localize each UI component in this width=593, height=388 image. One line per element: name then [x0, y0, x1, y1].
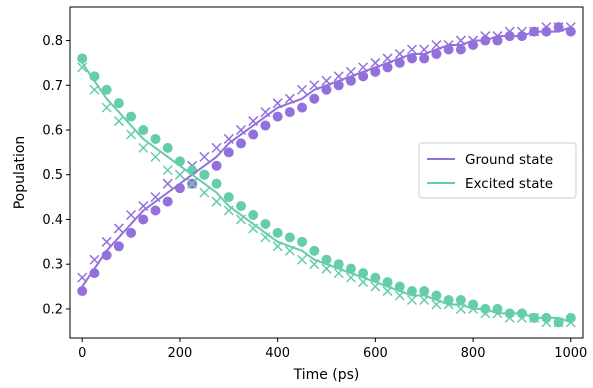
data-point-circle: [150, 205, 161, 216]
data-point-circle: [272, 111, 283, 122]
data-point-circle: [162, 142, 173, 153]
data-point-circle: [77, 53, 88, 64]
plot-frame: [69, 6, 584, 339]
y-tick-label: 0.8: [42, 34, 63, 49]
data-point-cross: [297, 254, 308, 265]
data-point-circle: [419, 286, 430, 297]
data-point-cross: [126, 129, 137, 140]
data-point-circle: [77, 286, 88, 297]
data-point-cross: [174, 169, 185, 180]
data-point-circle: [138, 214, 149, 225]
data-point-cross: [101, 102, 112, 113]
data-marks: [77, 22, 576, 328]
data-point-circle: [419, 53, 430, 64]
data-point-cross: [541, 22, 552, 33]
data-point-cross: [297, 84, 308, 95]
data-point-cross: [101, 236, 112, 247]
legend-box: [418, 142, 577, 199]
data-point-circle: [455, 294, 466, 305]
data-point-cross: [162, 165, 173, 176]
data-point-circle: [162, 196, 173, 207]
y-tick-label: 0.2: [42, 302, 63, 317]
data-point-circle: [272, 227, 283, 238]
data-point-cross: [504, 312, 515, 323]
data-point-circle: [126, 227, 137, 238]
data-point-circle: [260, 218, 271, 229]
y-tick-label: 0.7: [42, 79, 63, 94]
data-point-cross: [211, 142, 222, 153]
data-point-cross: [541, 317, 552, 328]
data-point-cross: [162, 178, 173, 189]
x-axis-ticks: 0 200 400 600 800 1000: [78, 338, 587, 361]
x-axis-title: Time (ps): [293, 367, 360, 383]
data-point-circle: [199, 169, 210, 180]
data-point-cross: [406, 44, 418, 55]
data-point-circle: [260, 120, 271, 131]
y-axis-title: Population: [12, 136, 28, 210]
y-tick-label: 0.6: [42, 124, 63, 139]
x-tick-label: 200: [168, 346, 193, 361]
y-axis-ticks: 0.2 0.3 0.4 0.5 0.6 0.7 0.8: [42, 34, 70, 317]
data-point-circle: [211, 178, 222, 189]
x-tick-label: 800: [461, 346, 486, 361]
data-point-circle: [297, 236, 308, 247]
data-point-cross: [77, 62, 88, 73]
data-point-circle: [455, 44, 466, 55]
data-point-circle: [248, 209, 259, 220]
x-tick-label: 1000: [554, 346, 587, 361]
legend-label-ground-state: Ground state: [465, 152, 553, 168]
data-point-cross: [126, 209, 137, 221]
data-point-cross: [113, 223, 124, 234]
data-point-circle: [113, 98, 124, 109]
data-point-circle: [297, 102, 308, 113]
series-line: [81, 62, 572, 324]
x-tick-label: 600: [363, 346, 388, 361]
data-point-circle: [284, 232, 295, 243]
legend: Ground state Excited state: [418, 142, 577, 199]
data-point-circle: [309, 93, 320, 104]
data-point-circle: [223, 192, 234, 203]
data-point-circle: [150, 133, 161, 144]
data-point-circle: [284, 107, 295, 118]
y-tick-label: 0.5: [42, 168, 63, 183]
data-point-circle: [236, 138, 246, 149]
data-point-cross: [504, 26, 515, 37]
legend-label-excited-state: Excited state: [465, 176, 553, 192]
data-point-circle: [236, 201, 246, 212]
x-tick-label: 400: [265, 346, 290, 361]
data-point-circle: [126, 111, 137, 122]
data-point-cross: [138, 142, 149, 153]
data-point-cross: [199, 151, 210, 162]
data-point-cross: [150, 151, 161, 162]
data-point-cross: [406, 294, 418, 306]
y-tick-label: 0.4: [42, 213, 63, 228]
data-point-cross: [187, 178, 198, 189]
data-point-cross: [113, 116, 124, 127]
series-line: [81, 26, 572, 288]
data-point-circle: [138, 125, 149, 136]
data-point-circle: [113, 241, 124, 252]
data-point-circle: [309, 245, 320, 256]
data-point-cross: [199, 187, 210, 198]
data-point-circle: [101, 84, 112, 95]
x-tick-label: 0: [78, 346, 86, 361]
data-point-circle: [223, 147, 234, 158]
data-point-cross: [211, 196, 222, 207]
y-tick-label: 0.3: [42, 258, 63, 273]
data-point-circle: [211, 160, 222, 171]
data-point-circle: [248, 129, 259, 140]
